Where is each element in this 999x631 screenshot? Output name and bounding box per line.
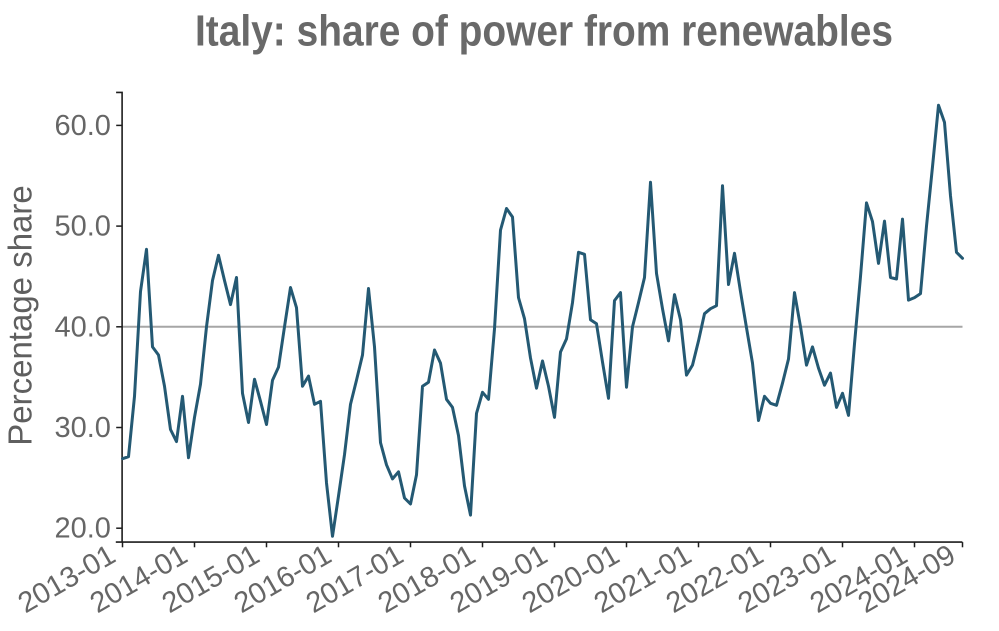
- svg-text:60.0: 60.0: [54, 110, 110, 142]
- svg-text:30.0: 30.0: [54, 412, 110, 444]
- svg-text:Percentage share: Percentage share: [1, 185, 38, 446]
- svg-text:20.0: 20.0: [54, 513, 110, 545]
- svg-text:Italy: share of power from ren: Italy: share of power from renewables: [195, 7, 893, 56]
- svg-text:40.0: 40.0: [54, 311, 110, 343]
- svg-text:50.0: 50.0: [54, 211, 110, 243]
